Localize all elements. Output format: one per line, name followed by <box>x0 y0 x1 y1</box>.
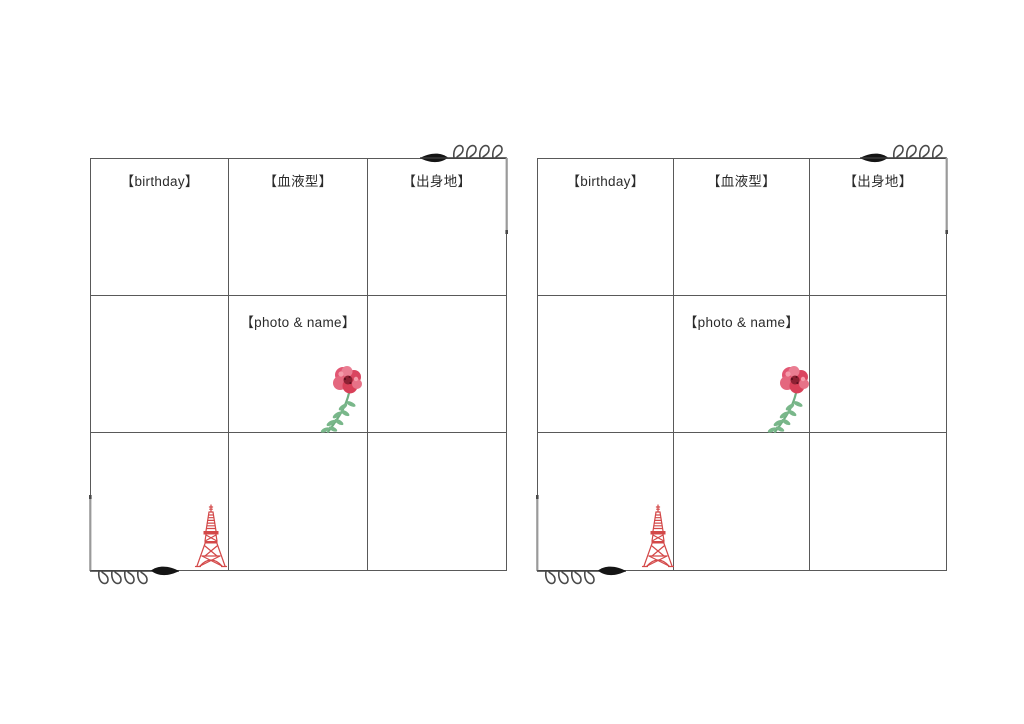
birthday-label: 【birthday】 <box>566 174 645 189</box>
cell-birthday: 【birthday】 <box>91 159 230 296</box>
birthplace-label: 【出身地】 <box>843 174 913 189</box>
blood-type-label: 【血液型】 <box>263 174 333 189</box>
profile-card-left: 【birthday】 【血液型】 【出身地】 【photo & name】 <box>89 144 508 585</box>
cell-mid-left <box>91 296 230 433</box>
cell-birthplace: 【出身地】 <box>810 159 946 296</box>
cell-bottom-left <box>91 433 230 570</box>
photo-name-label: 【photo & name】 <box>683 315 800 330</box>
cell-blood-type: 【血液型】 <box>674 159 810 296</box>
cell-bottom-right <box>810 433 946 570</box>
cell-birthplace: 【出身地】 <box>367 159 506 296</box>
coil-loops <box>98 570 148 585</box>
cell-bottom-left <box>538 433 674 570</box>
profile-card-right: 【birthday】 【血液型】 【出身地】 【photo & name】 <box>536 144 948 585</box>
cell-mid-right <box>810 296 946 433</box>
cell-mid-left <box>538 296 674 433</box>
cell-bottom-center <box>674 433 810 570</box>
coil-loops <box>545 570 595 585</box>
birthday-label: 【birthday】 <box>120 174 199 189</box>
cell-bottom-center <box>229 433 368 570</box>
blood-type-label: 【血液型】 <box>707 174 776 189</box>
cell-blood-type: 【血液型】 <box>229 159 368 296</box>
cell-birthday: 【birthday】 <box>538 159 674 296</box>
cell-mid-right <box>367 296 506 433</box>
birthplace-label: 【出身地】 <box>402 174 472 189</box>
cell-photo-name: 【photo & name】 <box>229 296 368 433</box>
profile-grid-left: 【birthday】 【血液型】 【出身地】 【photo & name】 <box>90 158 507 571</box>
cell-bottom-right <box>368 433 506 570</box>
profile-grid-right: 【birthday】 【血液型】 【出身地】 【photo & name】 <box>537 158 947 571</box>
coil-loops <box>893 144 943 159</box>
cell-photo-name: 【photo & name】 <box>674 296 810 433</box>
coil-loops <box>453 144 503 159</box>
photo-name-label: 【photo & name】 <box>240 315 356 330</box>
